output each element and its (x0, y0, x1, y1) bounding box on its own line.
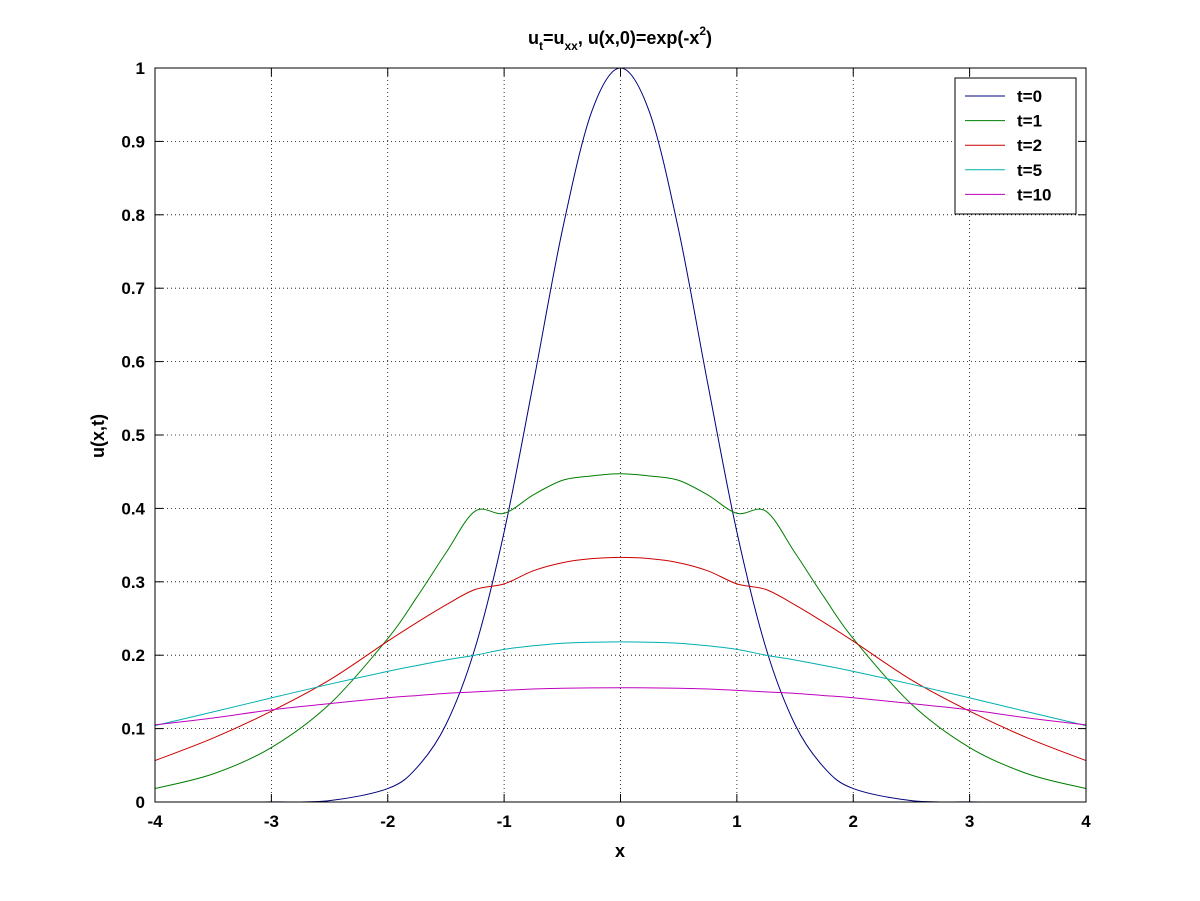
y-tick-label: 0.3 (121, 573, 145, 592)
legend-entry: t=10 (1017, 185, 1052, 204)
x-tick-label: -3 (264, 812, 279, 831)
x-tick-labels: -4 -3 -2 -1 0 1 2 3 4 (147, 812, 1091, 831)
chart-title: ut=uxx, u(x,0)=exp(-x2) (528, 24, 712, 53)
y-tick-labels: 0 0.1 0.2 0.3 0.4 0.5 0.6 0.7 0.8 0.9 1 (121, 59, 145, 812)
legend-entry: t=1 (1017, 112, 1042, 131)
y-tick-label: 0.9 (121, 132, 145, 151)
y-tick-label: 1 (136, 59, 145, 78)
x-tick-label: 3 (965, 812, 974, 831)
x-axis-label: x (615, 841, 625, 861)
series-line-t-2 (154, 556, 1087, 762)
y-tick-label: 0.5 (121, 426, 145, 445)
x-tick-label: -1 (497, 812, 512, 831)
axis-ticks (154, 67, 1087, 803)
y-axis-label: u(x,t) (88, 414, 108, 458)
x-tick-label: 1 (732, 812, 741, 831)
series-line-t-5 (154, 641, 1087, 727)
plot-area (155, 68, 1086, 802)
y-tick-label: 0.2 (121, 646, 145, 665)
x-tick-label: -4 (147, 812, 163, 831)
y-tick-label: 0 (136, 793, 145, 812)
legend-box (954, 77, 1077, 215)
y-tick-label: 0.6 (121, 353, 145, 372)
x-tick-label: -2 (380, 812, 395, 831)
x-tick-label: 0 (616, 812, 625, 831)
legend-entry: t=5 (1017, 161, 1042, 180)
legend: t=0 t=1 t=2 t=5 t=10 (954, 77, 1077, 215)
y-tick-label: 0.1 (121, 720, 145, 739)
legend-entry: t=2 (1017, 136, 1042, 155)
series-line-t-1 (154, 473, 1087, 790)
x-tick-label: 2 (849, 812, 858, 831)
series-line-t-10 (154, 687, 1087, 726)
x-tick-label: 4 (1081, 812, 1091, 831)
y-tick-label: 0.8 (121, 206, 145, 225)
y-tick-label: 0.4 (121, 499, 145, 518)
y-tick-label: 0.7 (121, 279, 145, 298)
legend-entry: t=0 (1017, 87, 1042, 106)
